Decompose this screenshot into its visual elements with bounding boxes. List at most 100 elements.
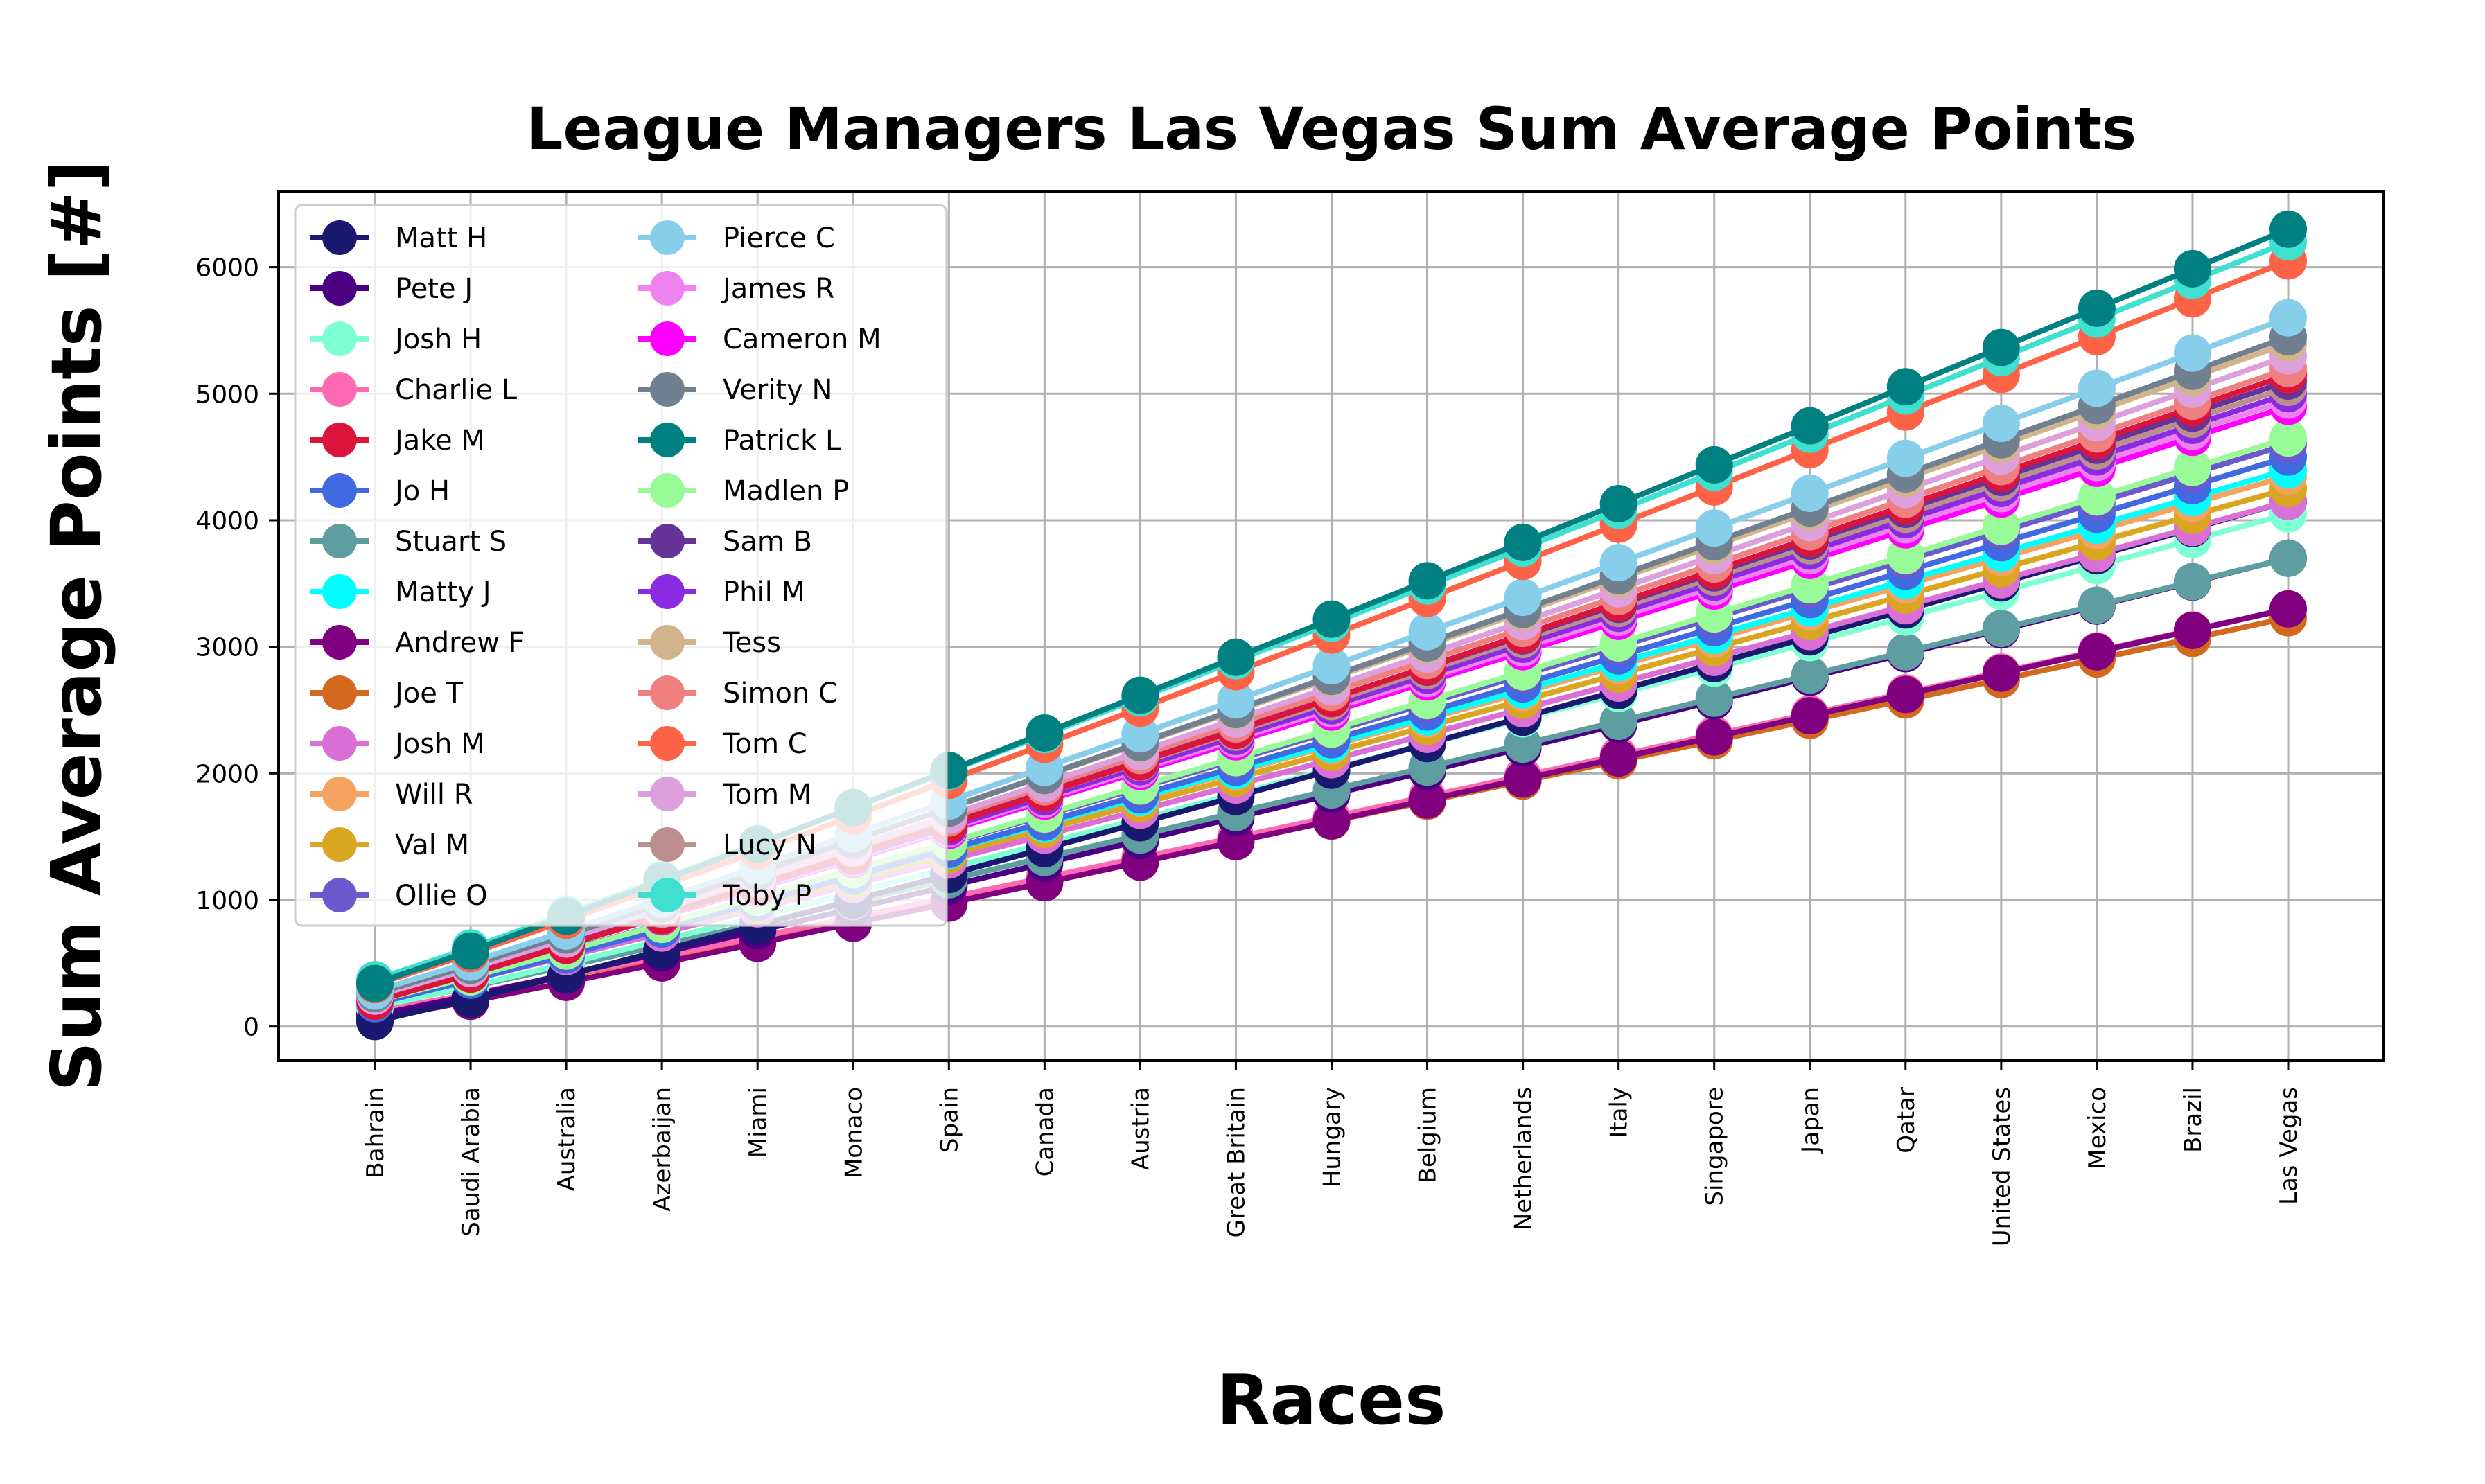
legend-label: Matt H [395, 222, 487, 254]
legend-label: Pierce C [723, 222, 835, 254]
legend-label: Tom C [722, 728, 807, 760]
x-tick-label: Italy [1606, 1087, 1633, 1138]
legend-marker [650, 524, 685, 558]
data-point [1121, 676, 1159, 714]
data-point [2173, 563, 2211, 601]
data-point [1791, 475, 1829, 513]
legend-marker [650, 675, 685, 710]
legend-marker [322, 321, 357, 356]
legend-item: Phil M [638, 574, 805, 609]
legend-item: Josh H [310, 321, 482, 356]
legend-item: Charlie L [310, 372, 518, 407]
legend-marker [650, 372, 685, 407]
data-point [2078, 369, 2116, 407]
data-point [1886, 537, 1924, 575]
x-tick-label: Spain [936, 1087, 963, 1153]
data-point [1599, 739, 1637, 777]
legend-label: Josh M [393, 728, 485, 760]
data-point [1408, 781, 1446, 819]
y-axis-label: Sum Average Points [#] [36, 160, 117, 1092]
legend-label: Charlie L [395, 374, 518, 406]
legend-label: Cameron M [723, 324, 881, 355]
legend-marker [650, 220, 685, 255]
x-tick-label: Japan [1797, 1087, 1825, 1154]
legend-item: Matty J [310, 574, 491, 609]
data-point [2269, 210, 2307, 248]
legend-box [294, 204, 948, 927]
legend-marker [322, 878, 357, 912]
legend-label: Stuart S [395, 526, 507, 558]
x-tick-label: Canada [1031, 1087, 1059, 1176]
data-point [2078, 289, 2116, 327]
legend-marker [322, 473, 357, 508]
legend-label: Val M [395, 829, 469, 861]
legend-item: Jake M [310, 423, 485, 457]
data-point [1217, 638, 1255, 676]
legend-label: James R [721, 273, 834, 305]
legend: Matt H Pete J Josh H Charlie L Jake M Jo H Stu… [294, 204, 948, 927]
legend-marker [322, 423, 357, 457]
legend-item: James R [638, 271, 834, 306]
legend-item: Stuart S [310, 524, 507, 558]
legend-marker [650, 726, 685, 761]
x-tick-label: Netherlands [1510, 1087, 1538, 1230]
legend-marker [650, 625, 685, 660]
legend-marker [650, 473, 685, 508]
legend-item: Tom C [638, 726, 807, 761]
y-axis-ticks: 0 1000 2000 3000 4000 5000 6000 [195, 254, 279, 1042]
legend-label: Jo H [393, 475, 450, 507]
y-tick-label: 4000 [195, 507, 259, 536]
legend-item: Andrew F [310, 625, 525, 660]
data-point [1886, 439, 1924, 477]
data-point [1982, 507, 2020, 545]
legend-label: Sam B [723, 526, 812, 558]
legend-item: Verity N [638, 372, 832, 407]
data-point [2078, 586, 2116, 624]
legend-marker [322, 524, 357, 558]
legend-item: Sam B [638, 524, 812, 558]
legend-marker [322, 574, 357, 609]
legend-item: Pierce C [638, 220, 835, 255]
data-point [2173, 334, 2211, 372]
legend-item: Toby P [638, 878, 811, 912]
legend-label: Toby P [722, 880, 811, 912]
legend-marker [650, 777, 685, 811]
legend-marker [650, 878, 685, 912]
data-point [2173, 611, 2211, 649]
legend-item: Tess [638, 625, 781, 660]
legend-label: Patrick L [723, 425, 841, 457]
data-point [1886, 633, 1924, 671]
legend-marker [322, 372, 357, 407]
x-tick-label: Monaco [840, 1087, 868, 1178]
data-point [1026, 714, 1064, 752]
data-point [1312, 802, 1351, 840]
legend-item: Cameron M [638, 321, 881, 356]
x-tick-label: Great Britain [1222, 1087, 1250, 1237]
data-point [1791, 656, 1829, 694]
data-point [1504, 760, 1542, 798]
legend-marker [650, 271, 685, 306]
data-point [1982, 610, 2020, 648]
x-tick-label: Azerbaijan [649, 1087, 676, 1212]
data-point [1791, 697, 1829, 735]
legend-item: Simon C [638, 675, 838, 710]
x-tick-label: Las Vegas [2275, 1087, 2303, 1205]
x-tick-label: Brazil [2179, 1087, 2207, 1153]
series-layer [356, 210, 2307, 1041]
legend-label: Madlen P [723, 475, 849, 507]
legend-label: Pete J [395, 273, 473, 305]
x-tick-label: Australia [553, 1087, 581, 1191]
data-point [2078, 633, 2116, 671]
legend-label: Tom M [722, 779, 811, 811]
data-point [1695, 679, 1733, 717]
y-tick-label: 1000 [195, 887, 259, 915]
y-tick-label: 2000 [195, 760, 259, 788]
legend-label: Lucy N [723, 829, 816, 861]
data-point [1695, 445, 1733, 484]
legend-item: Joe T [310, 675, 464, 710]
x-tick-label: Miami [744, 1087, 772, 1158]
legend-marker [650, 423, 685, 457]
data-point [1791, 407, 1829, 445]
data-point [1312, 647, 1351, 685]
